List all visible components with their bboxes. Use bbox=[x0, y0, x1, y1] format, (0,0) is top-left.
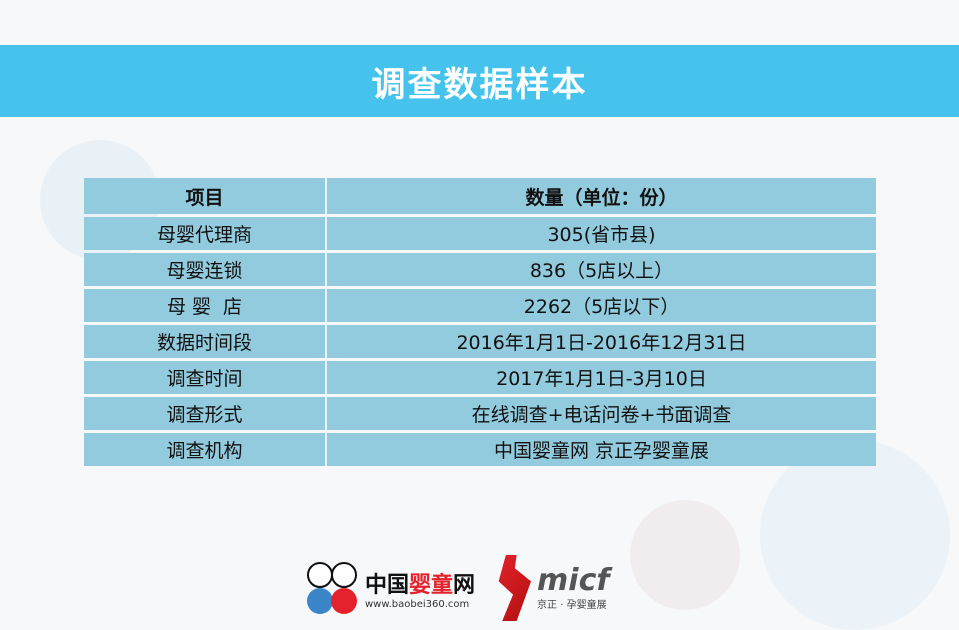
logos: 中国婴童网 www.baobei360.com micf 京正 · 孕婴童展 bbox=[305, 555, 609, 621]
baobei360-logo: 中国婴童网 www.baobei360.com bbox=[305, 560, 475, 616]
survey-sample-table: 项目 数量（单位：份） 母婴代理商 305(省市县) 母婴连锁 836（5店以上）母 … bbox=[84, 175, 876, 469]
micf-logo: micf 京正 · 孕婴童展 bbox=[495, 555, 609, 621]
cell-quantity: 2017年1月1日-3月10日 bbox=[327, 361, 876, 394]
baobei-mascot-icon bbox=[305, 560, 361, 616]
table-row: 数据时间段 2016年1月1日-2016年12月31日 bbox=[84, 325, 876, 358]
cell-quantity: 305(省市县) bbox=[327, 217, 876, 250]
cell-item: 母婴连锁 bbox=[84, 253, 327, 286]
table-row: 调查机构 中国婴童网 京正孕婴童展 bbox=[84, 433, 876, 466]
logo-url: www.baobei360.com bbox=[365, 598, 470, 610]
table-row: 母婴代理商 305(省市县) bbox=[84, 217, 876, 250]
logo-text: 中国 bbox=[365, 572, 410, 598]
table-row: 母婴连锁 836（5店以上） bbox=[84, 253, 876, 286]
cell-quantity: 2016年1月1日-2016年12月31日 bbox=[327, 325, 876, 358]
cell-quantity: 在线调查+电话问卷+书面调查 bbox=[327, 397, 876, 430]
header-quantity: 数量（单位：份） bbox=[327, 178, 876, 214]
cell-item: 调查机构 bbox=[84, 433, 327, 466]
cell-item: 数据时间段 bbox=[84, 325, 327, 358]
background-decoration bbox=[630, 500, 740, 610]
table-row: 母 婴 店 2262（5店以下） bbox=[84, 289, 876, 322]
cell-item: 调查时间 bbox=[84, 361, 327, 394]
background-decoration bbox=[760, 440, 950, 630]
logo-text-red: 婴童 bbox=[409, 572, 454, 598]
page-title: 调查数据样本 bbox=[371, 64, 588, 105]
table-header-row: 项目 数量（单位：份） bbox=[84, 178, 876, 214]
cell-quantity: 中国婴童网 京正孕婴童展 bbox=[327, 433, 876, 466]
table-row: 调查形式 在线调查+电话问卷+书面调查 bbox=[84, 397, 876, 430]
title-bar: 调查数据样本 bbox=[0, 45, 959, 117]
cell-quantity: 2262（5店以下） bbox=[327, 289, 876, 322]
cell-item: 母婴代理商 bbox=[84, 217, 327, 250]
cell-item: 母 婴 店 bbox=[84, 289, 327, 322]
logo-text-end: 网 bbox=[453, 572, 476, 598]
cell-item: 调查形式 bbox=[84, 397, 327, 430]
micf-emblem-icon bbox=[498, 555, 532, 621]
header-item: 项目 bbox=[84, 178, 327, 214]
micf-name: micf bbox=[537, 562, 610, 598]
table-row: 调查时间 2017年1月1日-3月10日 bbox=[84, 361, 876, 394]
cell-quantity: 836（5店以上） bbox=[327, 253, 876, 286]
micf-subtitle: 京正 · 孕婴童展 bbox=[537, 599, 607, 611]
